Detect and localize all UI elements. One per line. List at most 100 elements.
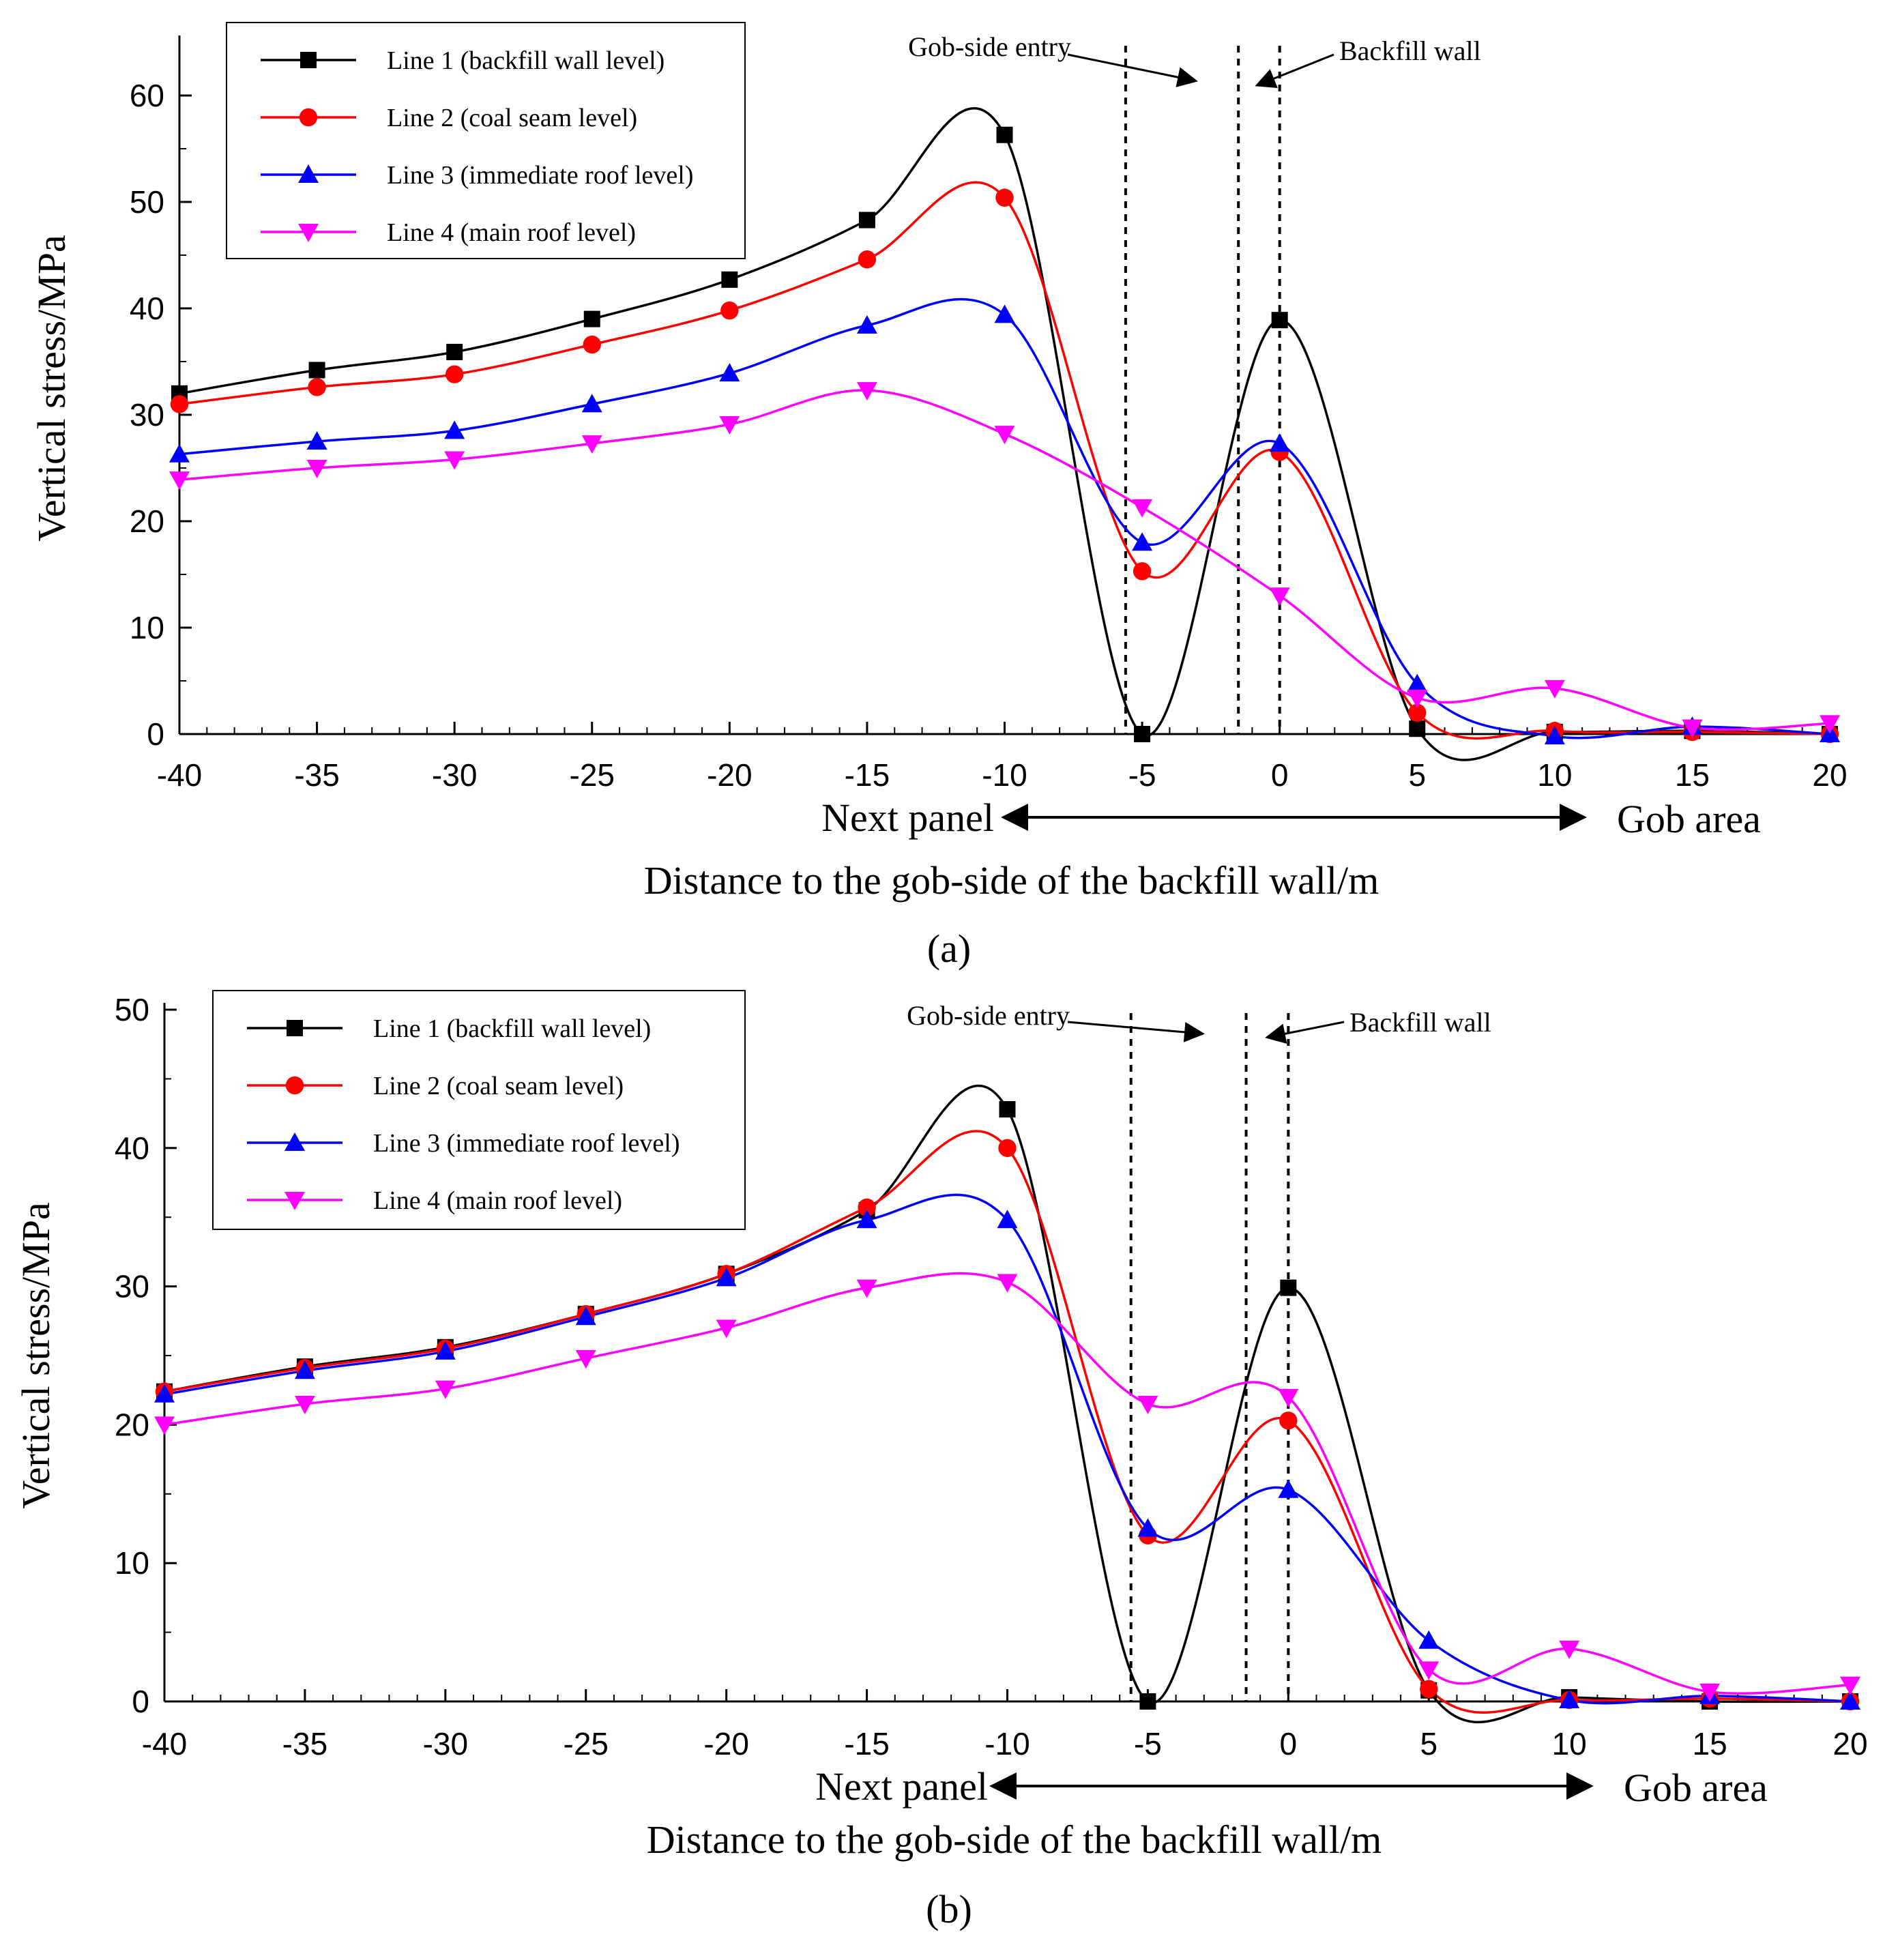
x-tick-label: -5 xyxy=(1134,1726,1162,1761)
series-line-2 xyxy=(164,1130,1851,1714)
x-tick-label: 5 xyxy=(1408,757,1426,793)
series-4-point xyxy=(1137,1395,1158,1414)
y-tick-label: 60 xyxy=(130,78,164,113)
series-2-point xyxy=(583,335,601,354)
series-4-point xyxy=(719,416,740,435)
x-axis-title: Distance to the gob-side of the backfill… xyxy=(647,1817,1382,1862)
gob-area-label: Gob area xyxy=(1617,797,1761,841)
y-tick-label: 0 xyxy=(147,716,164,752)
x-tick-label: 20 xyxy=(1833,1726,1867,1761)
series-4-point xyxy=(154,1416,175,1435)
series-line-4 xyxy=(164,1272,1851,1695)
series-2-point xyxy=(170,395,189,413)
series-3-point xyxy=(575,1306,596,1326)
series-4-point xyxy=(1407,689,1428,708)
series-line-3 xyxy=(164,1193,1851,1705)
x-tick-label: -30 xyxy=(423,1726,468,1761)
chart-panel-b: 0 10 20 30 40 50 -40 -35 -30 -25 -20 -15 -10 -5 0 5 10 15… xyxy=(14,990,1868,1931)
series-1-point xyxy=(1134,726,1151,742)
series-group xyxy=(164,1085,1851,1724)
series-4-point xyxy=(435,1380,456,1399)
series-4-point xyxy=(994,426,1015,445)
x-tick-label: -35 xyxy=(282,1726,327,1761)
series-4-point xyxy=(856,382,877,401)
x-tick-label: 10 xyxy=(1537,757,1572,793)
series-3-point xyxy=(716,1268,737,1287)
series-2-point xyxy=(858,1198,876,1217)
series-4-point xyxy=(1418,1661,1440,1680)
legend-label-4: Line 4 (main roof level) xyxy=(387,218,636,247)
chart-panel-a: 0 10 20 30 40 50 60 -40 -35 -30 -25 -20 -15 -10 -5 0 5 10… xyxy=(29,22,1848,971)
x-tick-label: 5 xyxy=(1420,1726,1437,1761)
next-panel-label: Next panel xyxy=(815,1764,988,1809)
y-tick-label: 40 xyxy=(130,291,164,326)
series-3-point xyxy=(719,363,740,382)
series-line-3 xyxy=(179,297,1830,740)
series-1-point xyxy=(1271,312,1288,329)
legend-marker-1 xyxy=(287,1020,303,1036)
series-4-point xyxy=(1544,679,1565,699)
series-4-point xyxy=(575,1350,596,1369)
series-4-point xyxy=(1132,499,1153,518)
x-tick-label: 0 xyxy=(1280,1726,1298,1761)
series-1-point xyxy=(999,1101,1016,1118)
x-tick-label: -25 xyxy=(570,757,615,793)
series-4-point xyxy=(294,1395,315,1414)
series-3-point xyxy=(1278,1479,1299,1498)
series-line-1 xyxy=(179,107,1830,761)
legend-label-3: Line 3 (immediate roof level) xyxy=(387,161,694,190)
series-4-point xyxy=(1840,1676,1860,1695)
x-tick-label: -15 xyxy=(845,757,890,793)
backfill-wall-arrow xyxy=(1265,1021,1345,1044)
series-3-point xyxy=(444,420,465,439)
y-tick-label: 50 xyxy=(130,184,164,220)
legend-marker-4 xyxy=(284,1192,305,1210)
y-tick-label: 10 xyxy=(115,1545,149,1581)
series-3-point xyxy=(1407,673,1428,692)
series-3-point xyxy=(1840,1691,1860,1710)
series-3-point xyxy=(435,1341,456,1360)
series-2-point xyxy=(445,365,464,383)
x-tick-label: -40 xyxy=(157,757,202,793)
series-2-point xyxy=(1408,703,1427,722)
series-1-point xyxy=(721,271,738,288)
x-tick-label: -10 xyxy=(982,757,1027,793)
y-axis-title: Vertical stress/MPa xyxy=(14,1202,58,1508)
series-3-point xyxy=(1544,726,1565,745)
legend-label-1: Line 1 (backfill wall level) xyxy=(373,1014,651,1043)
x-tick-label: -35 xyxy=(294,757,339,793)
y-tick-label: 40 xyxy=(115,1130,149,1166)
series-4-point xyxy=(1820,715,1840,734)
series-2-point xyxy=(1133,562,1152,581)
series-4-point xyxy=(306,460,327,478)
backfill-wall-arrow xyxy=(1255,53,1334,89)
series-1-point xyxy=(996,126,1013,143)
y-tick-label: 20 xyxy=(130,503,164,539)
panel-label: (a) xyxy=(927,926,971,971)
x-tick-label: 20 xyxy=(1812,757,1847,793)
legend-marker-1 xyxy=(300,52,317,68)
x-tick-label: 10 xyxy=(1552,1726,1587,1761)
series-4-point xyxy=(856,1279,877,1298)
series-1-point xyxy=(583,310,600,327)
series-3-point xyxy=(997,1210,1018,1229)
y-tick-label: 30 xyxy=(130,397,164,433)
series-2-point xyxy=(720,301,739,320)
series-1-point xyxy=(1139,1693,1156,1710)
series-2-point xyxy=(1420,1680,1438,1698)
y-tick-label: 0 xyxy=(132,1684,149,1719)
series-2-point xyxy=(995,188,1014,207)
legend-label-3: Line 3 (immediate roof level) xyxy=(373,1129,680,1158)
series-3-point xyxy=(1559,1689,1580,1708)
legend-label-1: Line 1 (backfill wall level) xyxy=(387,46,665,75)
series-1-point xyxy=(308,362,325,379)
series-3-point xyxy=(154,1384,175,1403)
x-tick-label: 0 xyxy=(1271,757,1289,793)
x-tick-label: -30 xyxy=(432,757,477,793)
y-axis-title: Vertical stress/MPa xyxy=(29,235,74,541)
series-3-point xyxy=(856,1210,877,1229)
panel-label: (b) xyxy=(926,1887,972,1931)
series-1-point xyxy=(1280,1279,1297,1296)
x-tick-label: -10 xyxy=(984,1726,1030,1761)
